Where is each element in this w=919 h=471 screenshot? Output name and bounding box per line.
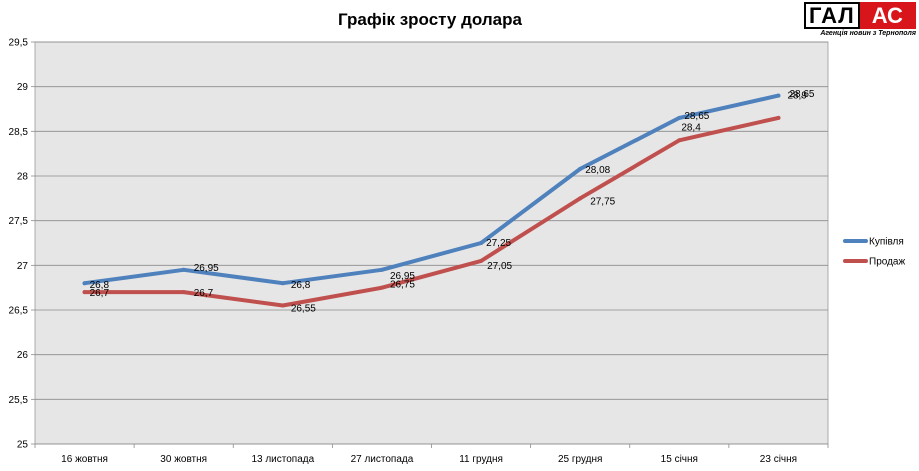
gridlines	[35, 41, 828, 445]
x-tick-label: 11 грудня	[459, 454, 503, 465]
data-point	[677, 138, 682, 143]
data-point	[181, 290, 186, 295]
data-label: 28,65	[789, 89, 814, 100]
data-point	[578, 196, 583, 201]
y-tick-label: 28,5	[9, 127, 29, 138]
galas-logo: ГАЛ АС Агенція новин з Тернополя	[804, 2, 916, 42]
data-label: 28,9	[787, 91, 807, 102]
y-tick-label: 27	[17, 261, 29, 272]
data-label: 28,08	[585, 165, 610, 176]
data-point	[379, 285, 384, 290]
x-tick-label: 25 грудня	[558, 454, 602, 465]
data-point	[479, 241, 484, 245]
logo-left-text: ГАЛ	[804, 2, 860, 29]
data-labels: 26,826,9526,826,9527,2528,0828,6528,926,…	[90, 89, 815, 315]
data-label: 26,7	[90, 288, 110, 299]
data-label: 26,8	[90, 280, 110, 291]
series-line-2	[82, 115, 781, 308]
data-point	[776, 93, 781, 98]
data-label: 27,05	[487, 261, 512, 272]
x-tick-label: 13 листопада	[251, 454, 314, 465]
y-tick-label: 26,5	[9, 306, 29, 317]
data-point	[82, 281, 87, 286]
y-tick-label: 25,5	[9, 395, 29, 406]
data-point	[479, 258, 484, 263]
logo-right-text: АС	[859, 2, 916, 29]
y-tick-label: 29,5	[9, 38, 29, 49]
logo-wordmark: ГАЛ АС	[804, 2, 916, 29]
legend-label-1: Купівля	[869, 237, 904, 248]
legend-label-2: Продаж	[869, 257, 905, 268]
data-point	[181, 267, 186, 272]
x-tick-label: 15 січня	[661, 454, 698, 465]
x-axis: 16 жовтня 30 жовтня 13 листопада 27 листопа…	[34, 444, 829, 465]
data-label: 27,25	[486, 238, 511, 249]
data-point	[280, 281, 285, 286]
y-axis: 25 25,5 26 26,5 27 27,5 28 28,5 29 29,5	[9, 38, 35, 451]
chart-title: Графік зросту долара	[338, 10, 522, 29]
data-point	[82, 290, 87, 295]
data-label: 28,4	[681, 122, 701, 133]
data-point	[280, 303, 285, 308]
data-label: 26,7	[194, 288, 214, 299]
data-point	[776, 115, 781, 120]
y-tick-label: 29	[17, 82, 29, 93]
y-tick-label: 25	[17, 440, 29, 451]
plot-area	[34, 41, 829, 445]
data-label: 26,8	[291, 280, 311, 291]
x-tick-label: 30 жовтня	[160, 454, 207, 465]
y-tick-label: 27,5	[9, 216, 29, 227]
data-point	[677, 115, 682, 120]
x-tick-label: 27 листопада	[351, 454, 414, 465]
legend: Купівля Продаж	[843, 237, 905, 268]
logo-subtitle: Агенція новин з Тернополя	[820, 30, 916, 37]
series-line-1	[82, 93, 781, 286]
y-tick-label: 26	[17, 350, 29, 361]
data-label: 28,65	[684, 111, 709, 122]
data-point	[578, 166, 583, 171]
series-lines	[82, 93, 781, 308]
x-tick-label: 23 січня	[760, 454, 797, 465]
data-label: 27,75	[590, 196, 615, 207]
data-label: 26,55	[291, 304, 316, 315]
data-point	[379, 267, 384, 272]
data-label: 26,95	[390, 271, 415, 282]
data-label: 26,95	[194, 263, 219, 274]
y-tick-label: 28	[17, 172, 29, 183]
data-label: 26,75	[390, 280, 415, 291]
x-tick-label: 16 жовтня	[61, 454, 108, 465]
